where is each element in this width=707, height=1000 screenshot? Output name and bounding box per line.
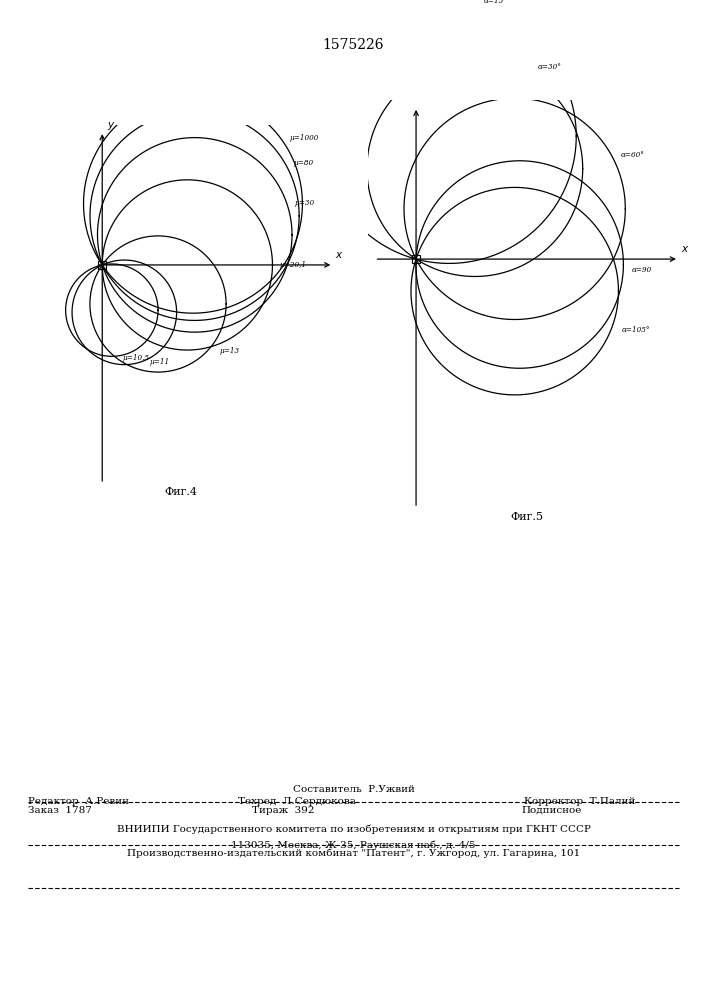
Text: Редактор  А.Ревин: Редактор А.Ревин — [28, 797, 129, 806]
Text: Заказ  1787: Заказ 1787 — [28, 806, 92, 815]
Text: α=15°: α=15° — [484, 0, 508, 5]
Text: 113035, Москва, Ж-35, Раушская наб., д. 4/5: 113035, Москва, Ж-35, Раушская наб., д. … — [231, 840, 476, 850]
Text: Тираж  392: Тираж 392 — [252, 806, 314, 815]
Text: μ=30: μ=30 — [294, 199, 315, 207]
Text: μ=20,1: μ=20,1 — [280, 261, 307, 269]
Text: μ=10,5: μ=10,5 — [123, 354, 150, 362]
Text: 1575226: 1575226 — [323, 38, 384, 52]
Text: α=30°: α=30° — [538, 63, 562, 71]
Text: ВНИИПИ Государственного комитета по изобретениям и открытиям при ГКНТ СССР: ВНИИПИ Государственного комитета по изоб… — [117, 824, 590, 833]
Text: μ=80: μ=80 — [293, 159, 313, 167]
Text: Техред  Л.Сердюкова: Техред Л.Сердюкова — [238, 797, 356, 806]
Bar — [98, 261, 107, 269]
Text: α=90: α=90 — [631, 266, 652, 274]
Text: α=105°: α=105° — [621, 326, 650, 334]
Text: y: y — [107, 120, 113, 130]
Text: Фиг.5: Фиг.5 — [510, 512, 543, 522]
Text: α=60°: α=60° — [621, 151, 645, 159]
Text: μ=1000: μ=1000 — [290, 134, 319, 142]
Text: Корректор  Т.Палий: Корректор Т.Палий — [524, 797, 636, 806]
Text: x: x — [336, 250, 342, 260]
Text: Составитель  Р.Ужвий: Составитель Р.Ужвий — [293, 785, 414, 794]
Text: μ=11: μ=11 — [149, 358, 170, 366]
Text: Подписное: Подписное — [521, 806, 582, 815]
Text: x: x — [682, 244, 688, 254]
Text: Фиг.4: Фиг.4 — [165, 487, 198, 497]
Bar — [412, 255, 420, 263]
Text: Производственно-издательский комбинат "Патент", г. Ужгород, ул. Гагарина, 101: Производственно-издательский комбинат "П… — [127, 849, 580, 858]
Text: μ=13: μ=13 — [220, 347, 240, 355]
